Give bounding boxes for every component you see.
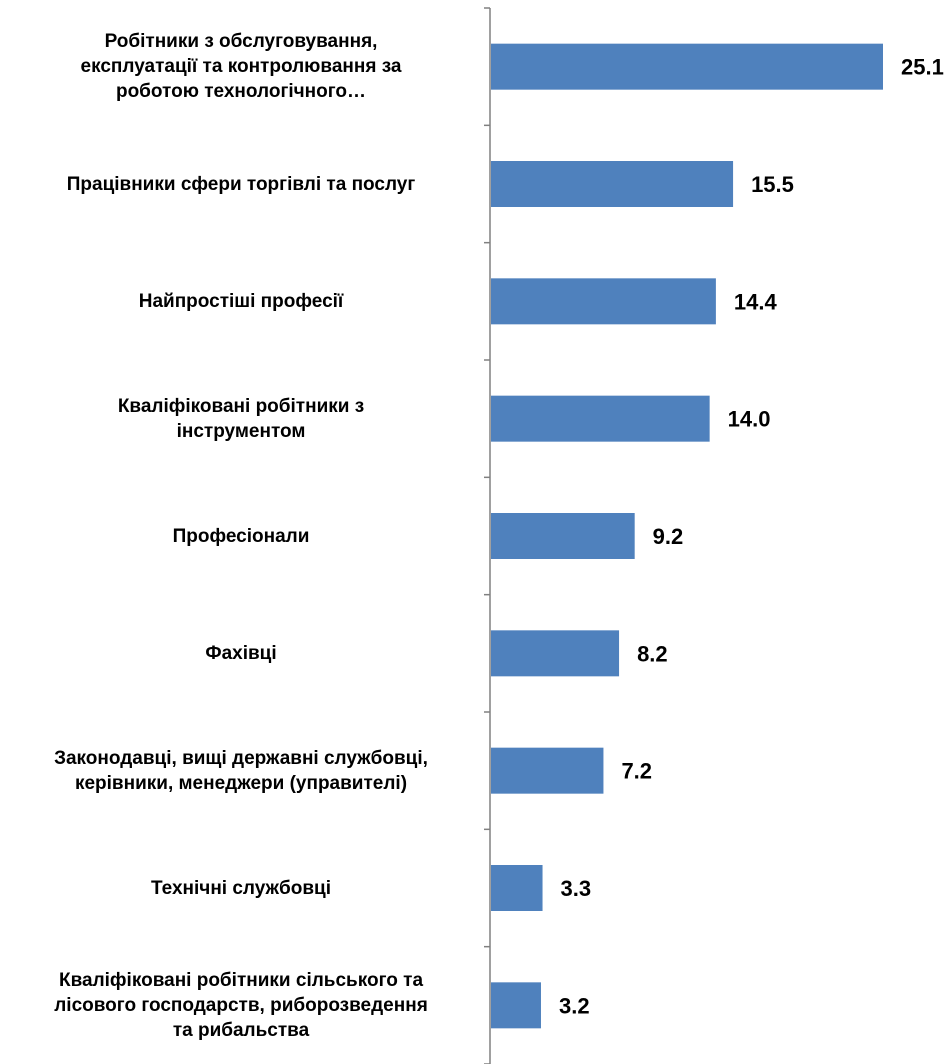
category-label: Найпростіші професії [138,290,344,312]
category-label: Фахівці [205,642,277,664]
category-label: Законодавці, вищі державні службовці, ке… [54,747,428,794]
bar-value-label: 7.2 [621,759,652,784]
bar-value-label: 8.2 [637,641,668,666]
bar-value-label: 14.4 [734,289,778,314]
bar [491,982,541,1029]
bar-value-label: 25.1 [901,55,944,80]
category-label: Професіонали [172,525,310,547]
bar [491,43,883,90]
bar-value-label: 3.2 [559,993,590,1018]
bar [491,630,620,677]
bar-value-label: 15.5 [751,172,794,197]
bar [491,161,734,207]
bar [491,395,710,442]
bar [491,865,543,911]
bar-value-label: 14.0 [728,407,771,432]
category-label: Кваліфіковані робітники з інструментом [117,395,365,442]
category-label: Працівники сфери торгівлі та послуг [66,173,416,195]
bar-value-label: 9.2 [653,524,684,549]
category-label: Робітники з обслуговування, експлуатації… [80,31,402,103]
category-label: Технічні службовці [151,877,331,899]
bar [491,513,635,559]
bar [491,747,604,794]
category-label: Кваліфіковані робітники сільського та лі… [54,969,428,1041]
bar-value-label: 3.3 [561,876,592,901]
bar [491,278,716,325]
